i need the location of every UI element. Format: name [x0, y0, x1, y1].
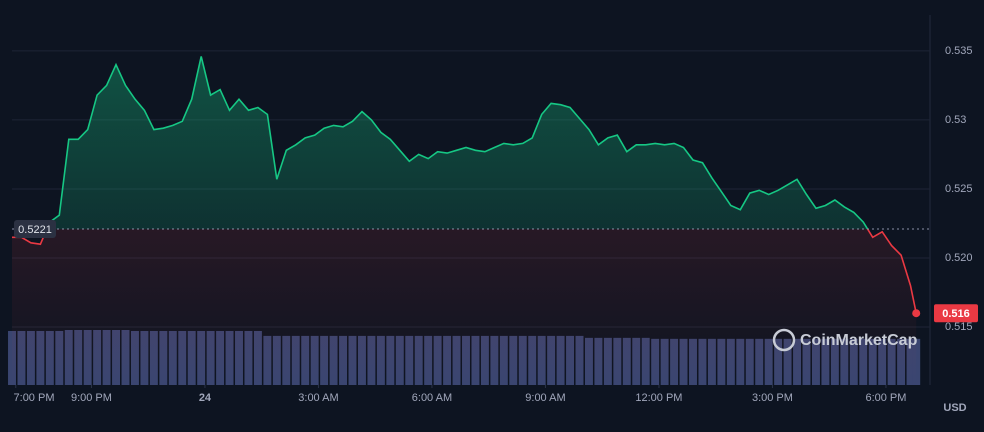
x-tick-label: 6:00 AM: [412, 392, 452, 404]
x-tick-label: 3:00 PM: [752, 392, 793, 404]
x-tick-label: 9:00 AM: [525, 392, 565, 404]
x-tick-label: 24: [199, 392, 212, 404]
y-tick-label: 0.53: [945, 114, 966, 126]
y-tick-label: 0.525: [945, 183, 973, 195]
x-tick-label: 9:00 PM: [71, 392, 112, 404]
reference-label: 0.5221: [18, 224, 52, 236]
y-tick-label: 0.535: [945, 45, 973, 57]
line-up: [45, 56, 869, 229]
logo: [772, 328, 796, 352]
volume-bar: [912, 338, 921, 385]
last-price-label: 0.516: [942, 308, 970, 320]
y-tick-label: 0.520: [945, 252, 973, 264]
x-tick-label: 7:00 PM: [14, 392, 55, 404]
reference-label-box: [14, 219, 56, 238]
up-group: [45, 56, 869, 229]
watermark-text: CoinMarketCap: [800, 332, 918, 349]
area-down: [12, 228, 917, 385]
y-tick-label: 0.515: [945, 321, 973, 333]
currency: USD: [943, 402, 966, 414]
x-tick-label: 12:00 PM: [635, 392, 682, 404]
area-up: [46, 56, 868, 229]
x-tick-label: 3:00 AM: [298, 392, 338, 404]
last-point: [912, 309, 921, 318]
down-group: [12, 228, 917, 385]
last-price-box: [934, 304, 978, 323]
x-tick-label: 6:00 PM: [865, 392, 906, 404]
watermark: CoinMarketCap: [772, 328, 918, 352]
